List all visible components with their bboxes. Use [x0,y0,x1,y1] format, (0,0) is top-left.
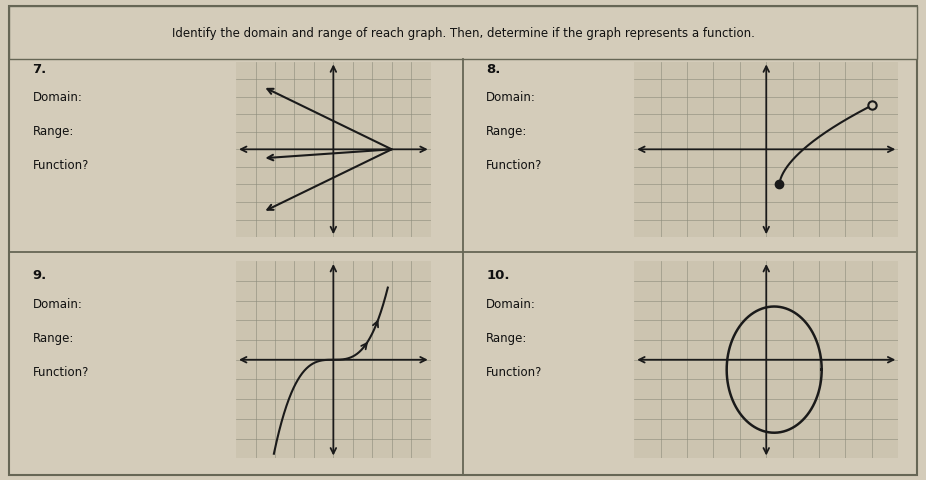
Text: Domain:: Domain: [32,298,82,311]
Text: Function?: Function? [32,365,89,378]
Text: Range:: Range: [486,331,528,344]
Text: 10.: 10. [486,269,509,282]
Text: Identify the domain and range of reach graph. Then, determine if the graph repre: Identify the domain and range of reach g… [171,27,755,40]
Text: Function?: Function? [486,365,543,378]
Text: Domain:: Domain: [486,298,536,311]
Text: Range:: Range: [32,125,74,138]
Text: 7.: 7. [32,62,46,75]
Text: 8.: 8. [486,62,501,75]
Text: Domain:: Domain: [32,91,82,104]
FancyBboxPatch shape [9,7,917,475]
Text: Range:: Range: [32,331,74,344]
Text: Domain:: Domain: [486,91,536,104]
Text: Function?: Function? [32,158,89,171]
Text: Function?: Function? [486,158,543,171]
FancyBboxPatch shape [9,7,917,60]
Text: 9.: 9. [32,269,46,282]
Text: Range:: Range: [486,125,528,138]
